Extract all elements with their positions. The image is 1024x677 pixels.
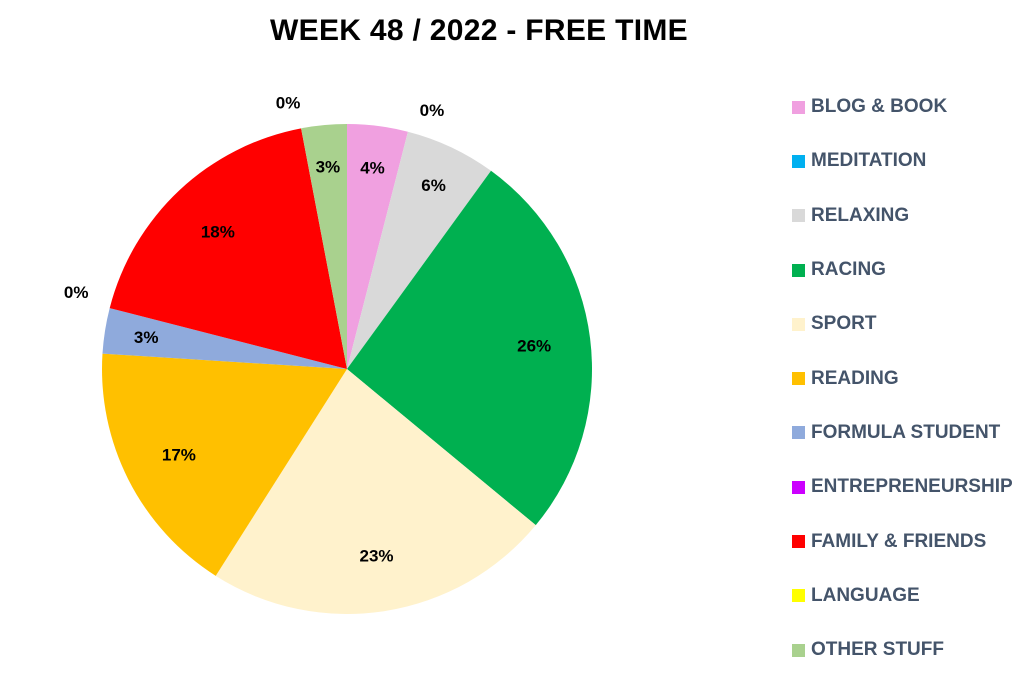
legend-swatch [792, 643, 805, 657]
legend-swatch [792, 263, 805, 277]
data-label-family-and-friends: 18% [201, 222, 235, 241]
legend-label: SPORT [811, 313, 877, 335]
data-label-blog-and-book: 4% [360, 158, 385, 177]
legend-swatch [792, 535, 805, 549]
legend-label: FAMILY & FRIENDS [811, 530, 987, 552]
legend-swatch [792, 372, 805, 386]
legend-swatch [792, 209, 805, 223]
legend-item-relaxing: RELAXING [792, 189, 1013, 243]
slice-relaxing [347, 131, 492, 369]
legend-label: LANGUAGE [811, 584, 920, 606]
legend-item-family-and-friends: FAMILY & FRIENDS [792, 514, 1013, 568]
legend-item-entrepreneurship: ENTREPRENEURSHIP [792, 460, 1013, 514]
legend-label: ENTREPRENEURSHIP [811, 476, 1013, 498]
data-label-relaxing: 6% [421, 176, 446, 195]
legend-swatch [792, 317, 805, 331]
data-label-meditation: 0% [420, 101, 445, 120]
data-label-racing: 26% [517, 336, 551, 355]
data-label-other-stuff: 3% [316, 158, 341, 177]
legend-item-racing: RACING [792, 243, 1013, 297]
data-label-entrepreneurship: 0% [64, 283, 89, 302]
legend: BLOG & BOOK MEDITATION RELAXING RACING SPORT… [792, 80, 1013, 677]
legend-item-blog-and-book: BLOG & BOOK [792, 80, 1013, 134]
legend-item-meditation: MEDITATION [792, 134, 1013, 188]
pie-chart: 4% 0% 6% 26% 23% 17% 3% 0% 18% 0% 3% [64, 94, 592, 614]
legend-label: RACING [811, 259, 886, 281]
legend-item-other-stuff: OTHER STUFF [792, 623, 1013, 677]
data-label-language: 0% [276, 94, 301, 113]
data-label-reading: 17% [162, 446, 196, 465]
legend-label: OTHER STUFF [811, 639, 944, 661]
legend-label: FORMULA STUDENT [811, 421, 1001, 443]
slice-family-and-friends [109, 128, 347, 369]
legend-swatch [792, 100, 805, 114]
slice-other-stuff [301, 124, 347, 369]
pie-labels: 4% 0% 6% 26% 23% 17% 3% 0% 18% 0% 3% [64, 94, 551, 566]
pie-slices [101, 124, 592, 614]
data-label-formula-student: 3% [134, 328, 159, 347]
legend-swatch [792, 480, 805, 494]
slice-blog-and-book [347, 124, 408, 369]
slice-sport [215, 369, 536, 614]
legend-label: BLOG & BOOK [811, 96, 948, 118]
legend-label: READING [811, 367, 899, 389]
legend-item-reading: READING [792, 351, 1013, 405]
chart-title: WEEK 48 / 2022 - FREE TIME [270, 14, 688, 47]
slice-reading [101, 353, 348, 576]
legend-item-formula-student: FORMULA STUDENT [792, 406, 1013, 460]
slice-racing [347, 170, 592, 526]
data-label-sport: 23% [359, 546, 393, 565]
slice-formula-student [102, 308, 347, 369]
legend-item-sport: SPORT [792, 297, 1013, 351]
legend-label: RELAXING [811, 204, 910, 226]
legend-swatch [792, 589, 805, 603]
legend-label: MEDITATION [811, 150, 927, 172]
legend-item-language: LANGUAGE [792, 569, 1013, 623]
legend-swatch [792, 426, 805, 440]
legend-swatch [792, 154, 805, 168]
